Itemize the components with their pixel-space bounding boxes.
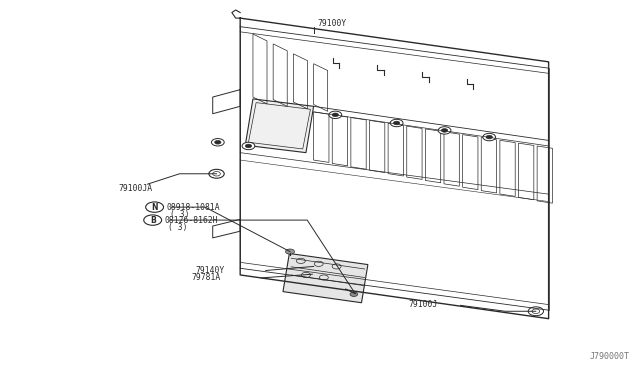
Text: B: B bbox=[150, 216, 156, 225]
Text: 08126-8162H: 08126-8162H bbox=[164, 216, 218, 225]
Circle shape bbox=[532, 310, 539, 313]
Text: 79100Y: 79100Y bbox=[317, 19, 347, 28]
Circle shape bbox=[329, 111, 342, 119]
Text: J790000T: J790000T bbox=[589, 352, 630, 361]
Circle shape bbox=[242, 142, 255, 150]
Circle shape bbox=[245, 144, 252, 148]
Polygon shape bbox=[245, 99, 314, 153]
Text: 79100J: 79100J bbox=[408, 300, 437, 309]
Circle shape bbox=[438, 127, 451, 134]
Circle shape bbox=[486, 135, 492, 139]
Circle shape bbox=[332, 113, 339, 117]
Text: ( 3): ( 3) bbox=[170, 210, 189, 219]
Text: ( 3): ( 3) bbox=[168, 222, 188, 232]
Circle shape bbox=[390, 119, 403, 127]
Circle shape bbox=[529, 308, 542, 315]
Circle shape bbox=[528, 307, 543, 316]
Circle shape bbox=[350, 292, 358, 296]
Text: 79140Y: 79140Y bbox=[195, 266, 225, 275]
Circle shape bbox=[394, 121, 400, 125]
Circle shape bbox=[442, 129, 448, 132]
Circle shape bbox=[285, 249, 294, 254]
Text: 79781A: 79781A bbox=[191, 273, 220, 282]
Circle shape bbox=[211, 138, 224, 146]
Text: 79100JA: 79100JA bbox=[119, 184, 153, 193]
Polygon shape bbox=[283, 253, 368, 303]
Circle shape bbox=[483, 134, 495, 141]
Text: 08918-1081A: 08918-1081A bbox=[167, 203, 220, 212]
Circle shape bbox=[209, 169, 224, 178]
Circle shape bbox=[214, 140, 221, 144]
Text: N: N bbox=[151, 203, 158, 212]
